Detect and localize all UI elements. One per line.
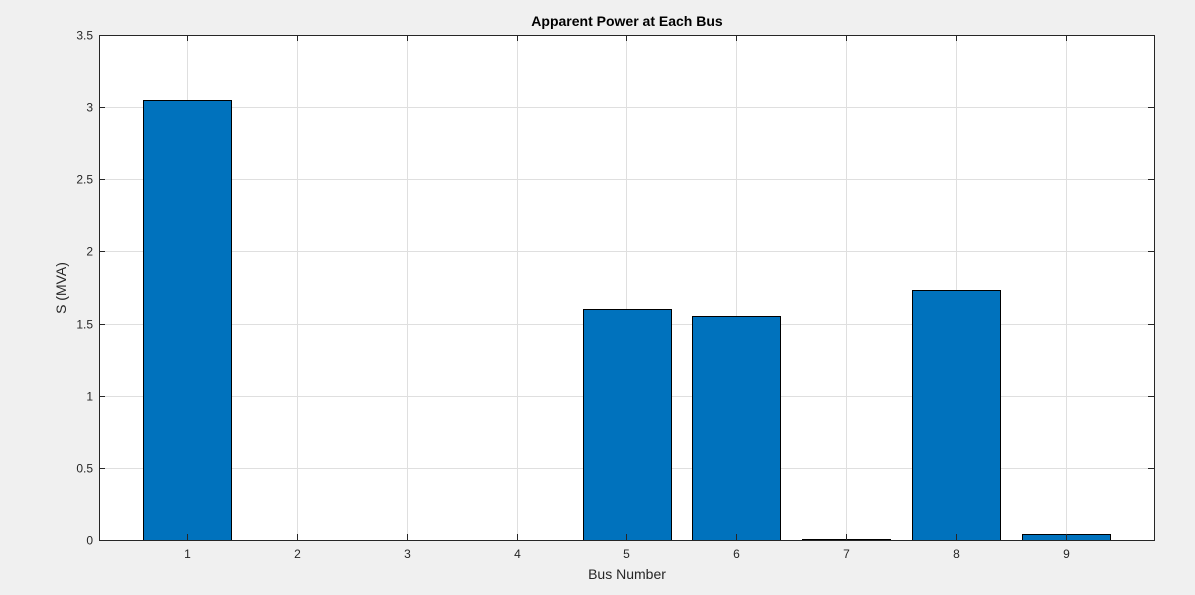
x-tick-label: 7 (843, 547, 850, 561)
x-tick-label: 2 (294, 547, 301, 561)
x-tick-label: 3 (404, 547, 411, 561)
y-tick-label: 2.5 (76, 173, 93, 187)
bar-bus-1 (143, 100, 232, 541)
y-tick-label: 1 (86, 390, 93, 404)
x-tick-label: 6 (733, 547, 740, 561)
bar-bus-6 (692, 316, 781, 541)
bars (143, 100, 1111, 541)
x-tick-label: 9 (1063, 547, 1070, 561)
y-tick-label: 3 (86, 101, 93, 115)
chart-title: Apparent Power at Each Bus (531, 13, 723, 29)
y-tick-label: 3.5 (76, 29, 93, 43)
bar-bus-5 (583, 309, 672, 541)
y-tick-label: 2 (86, 245, 93, 259)
bar-bus-8 (912, 290, 1001, 541)
axes (99, 35, 1155, 541)
x-axis-label: Bus Number (588, 566, 666, 582)
x-tick-label: 1 (184, 547, 191, 561)
y-tick-label: 0.5 (76, 462, 93, 476)
y-axis-label: S (MVA) (53, 262, 69, 314)
x-tick-label: 5 (623, 547, 630, 561)
x-tick-label: 4 (514, 547, 521, 561)
labels: Apparent Power at Each Bus Bus Number S … (53, 13, 1070, 582)
y-tick-label: 1.5 (76, 318, 93, 332)
x-tick-label: 8 (953, 547, 960, 561)
y-tick-label: 0 (86, 534, 93, 548)
